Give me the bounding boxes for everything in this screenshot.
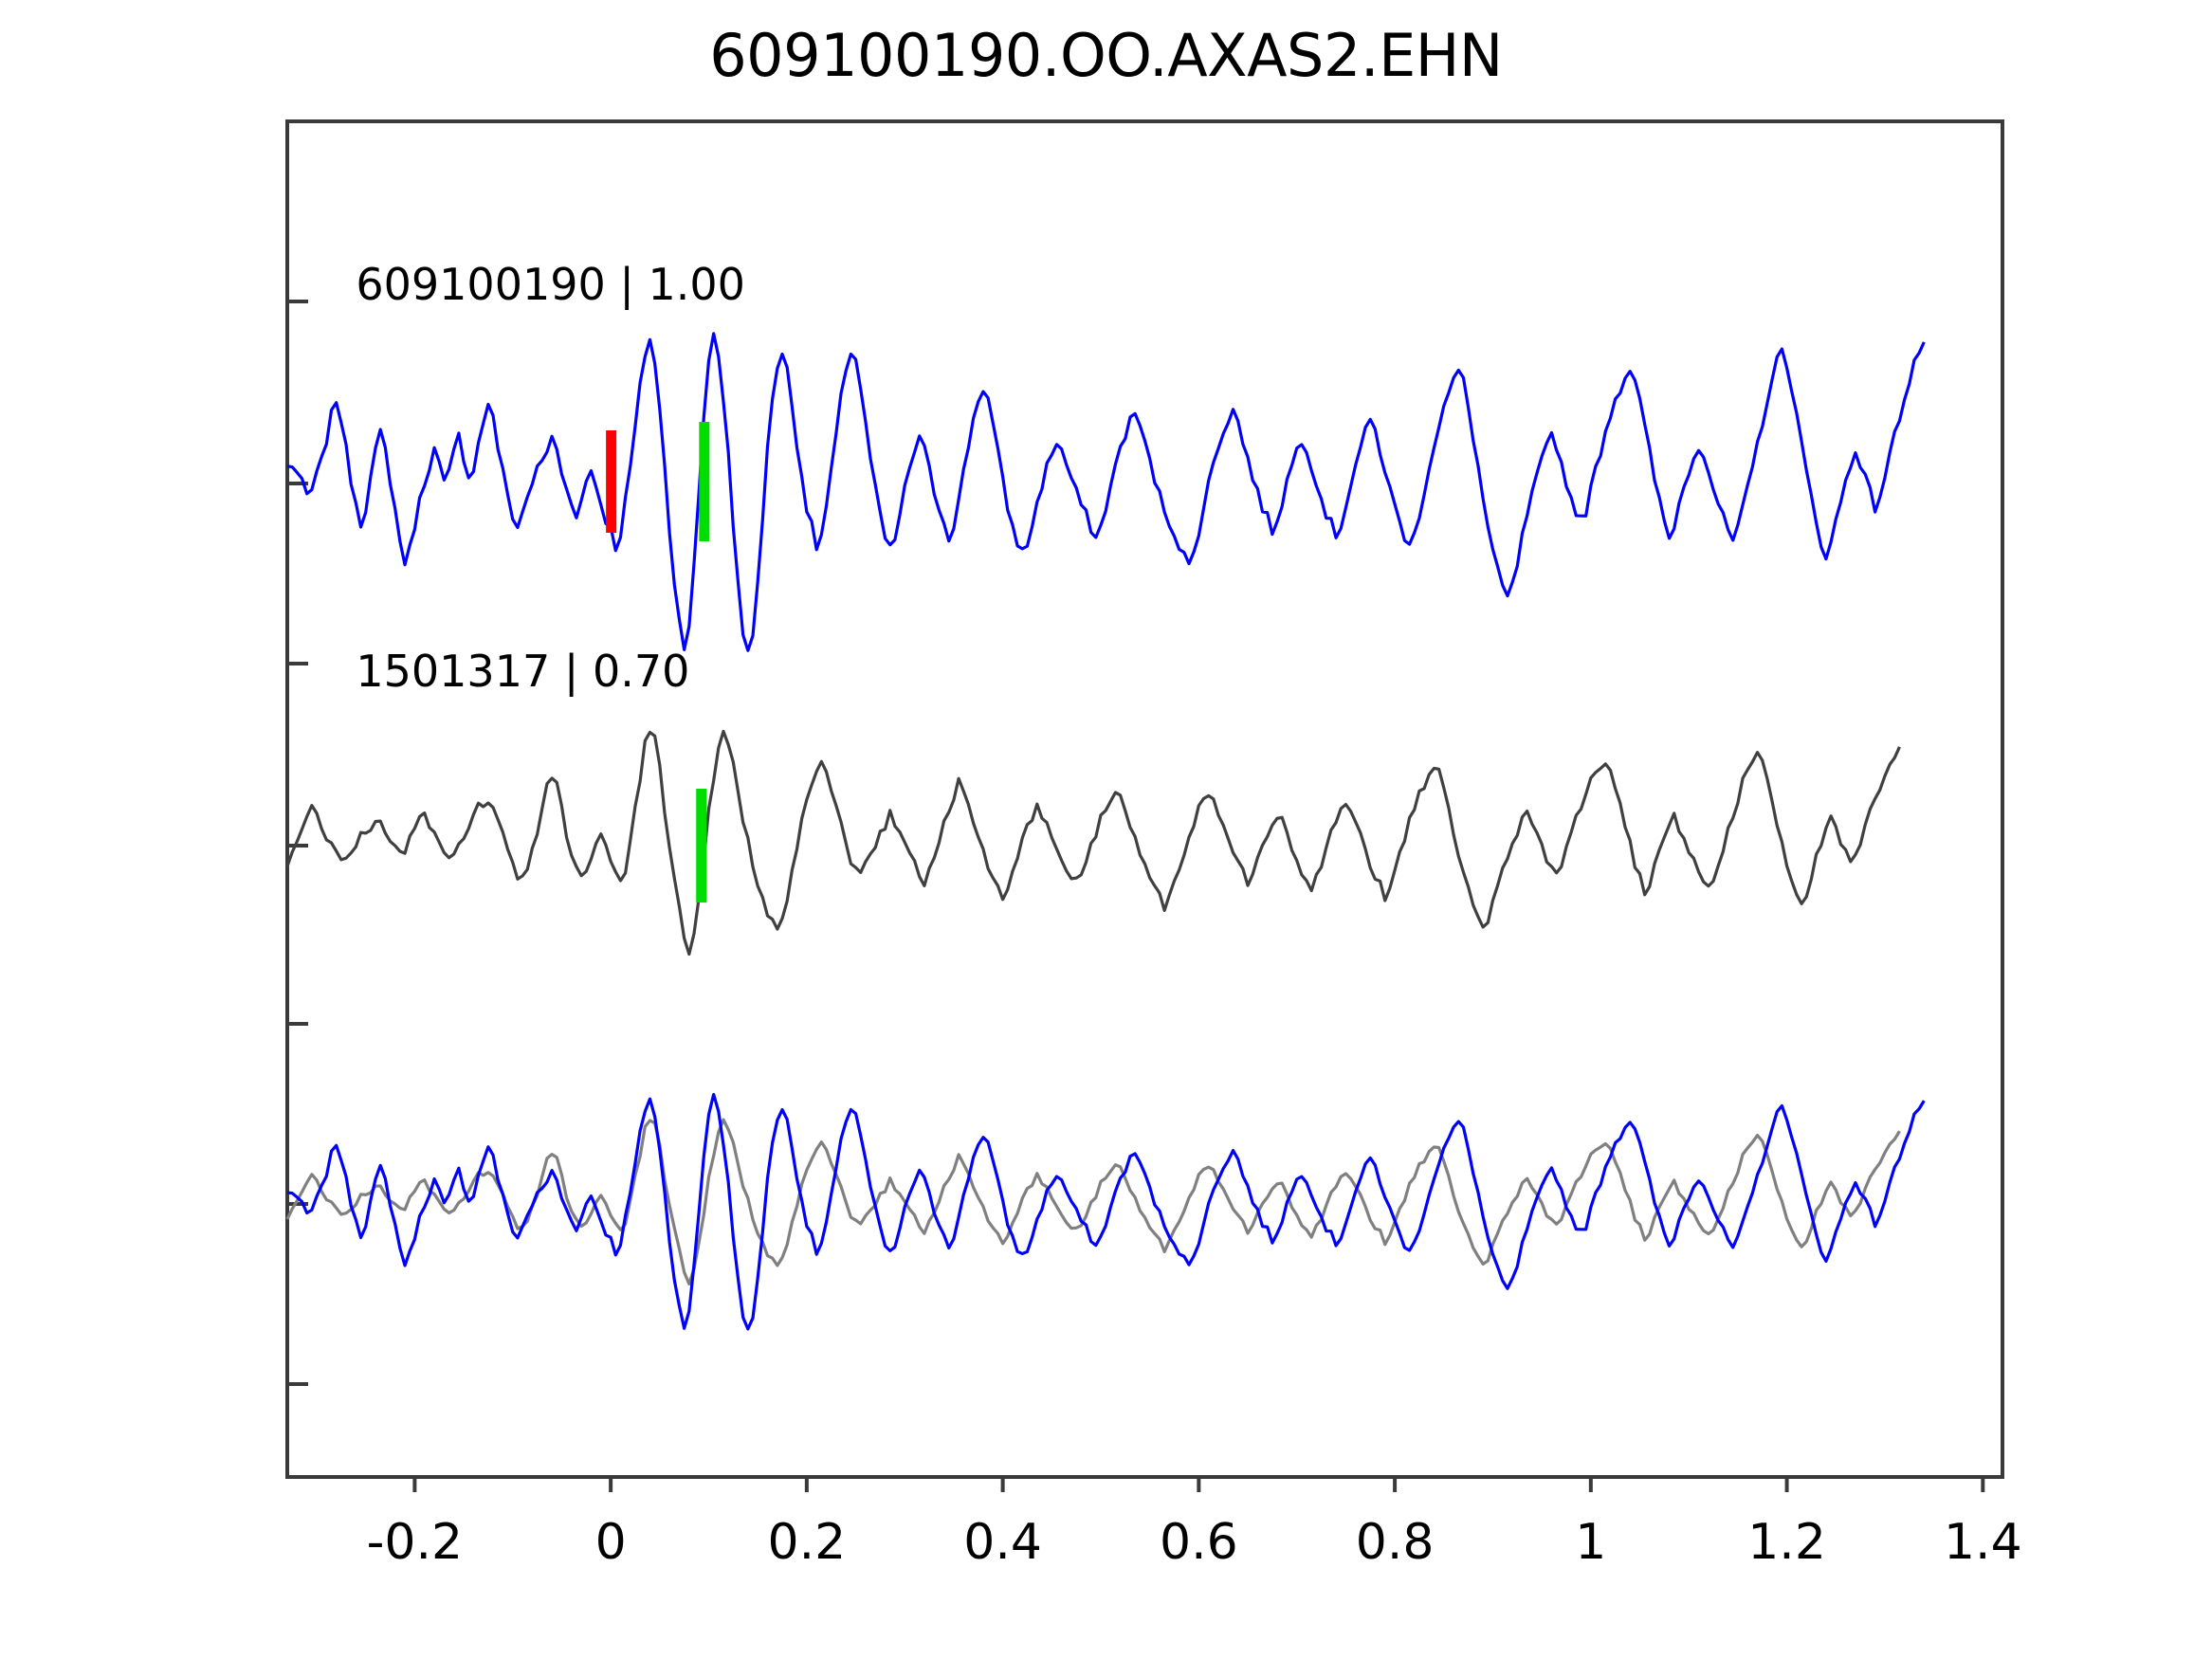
x-tick-label-2: 0.2 [768, 1514, 847, 1571]
trace-event-blue [286, 332, 1926, 652]
x-tick-label-3: 0.4 [963, 1514, 1042, 1571]
x-tick-label-7: 1.2 [1747, 1514, 1826, 1571]
axes-frame [285, 119, 2004, 1479]
pick-marker-s-pick [699, 422, 710, 541]
trace2-label: 1501317 | 0.70 [356, 646, 689, 698]
overlay-event-blue [286, 1092, 1926, 1331]
trace1-label: 609100190 | 1.00 [356, 259, 745, 311]
pick-marker-p-pick [606, 430, 617, 533]
trace-template-gray [285, 729, 1901, 957]
x-tick-label-1: 0 [595, 1514, 627, 1571]
overlay-template-gray [285, 1118, 1901, 1285]
x-tick-label-4: 0.6 [1160, 1514, 1238, 1571]
x-tick-label-8: 1.4 [1944, 1514, 2022, 1571]
x-tick-label-6: 1 [1575, 1514, 1606, 1571]
x-tick-label-5: 0.8 [1356, 1514, 1435, 1571]
page-title: 609100190.OO.AXAS2.EHN [709, 21, 1503, 90]
x-tick-label-0: -0.2 [367, 1514, 463, 1571]
pick-marker-s-pick-template [696, 789, 707, 902]
